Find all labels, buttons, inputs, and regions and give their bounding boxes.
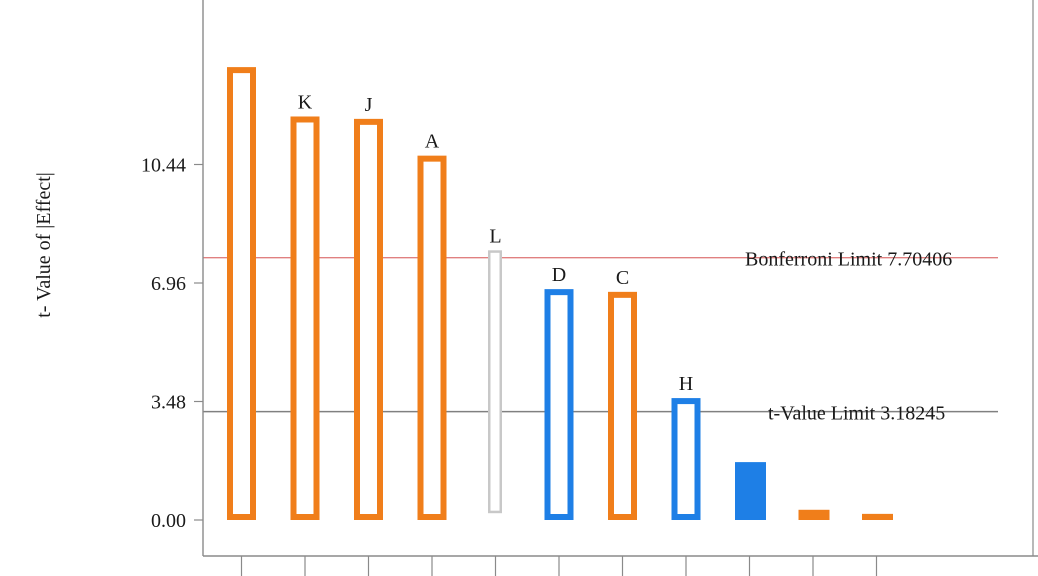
axes [194,0,1038,576]
bar [735,462,766,520]
bar-label: C [616,267,629,289]
bar [417,155,447,520]
y-tick-label: 0.00 [151,510,186,532]
y-tick-label: 6.96 [151,273,186,295]
reference-line-label: Bonferroni Limit 7.70406 [745,249,952,271]
bar-label: D [552,264,566,286]
bar [227,67,256,521]
reference-line-label: t-Value Limit 3.18245 [768,403,945,425]
bar [544,289,574,520]
bar [354,118,383,520]
y-tick-label: 10.44 [141,155,186,177]
bar [798,509,830,520]
bar-label: K [298,91,313,113]
bar [862,513,893,520]
bar [608,291,637,520]
bar-label: A [425,131,440,153]
bar [290,116,320,521]
y-axis-title: t- Value of |Effect| [33,172,55,318]
y-tick-label: 3.48 [151,392,186,414]
labels: Bonferroni Limit 7.70406 t-Value Limit 3.… [33,91,952,532]
bar-label: H [679,373,693,395]
reference-lines [203,256,998,413]
bar [671,398,701,520]
bars [227,67,893,521]
bar-label: J [365,94,373,116]
bar-label: L [489,225,501,247]
bar [488,250,502,514]
